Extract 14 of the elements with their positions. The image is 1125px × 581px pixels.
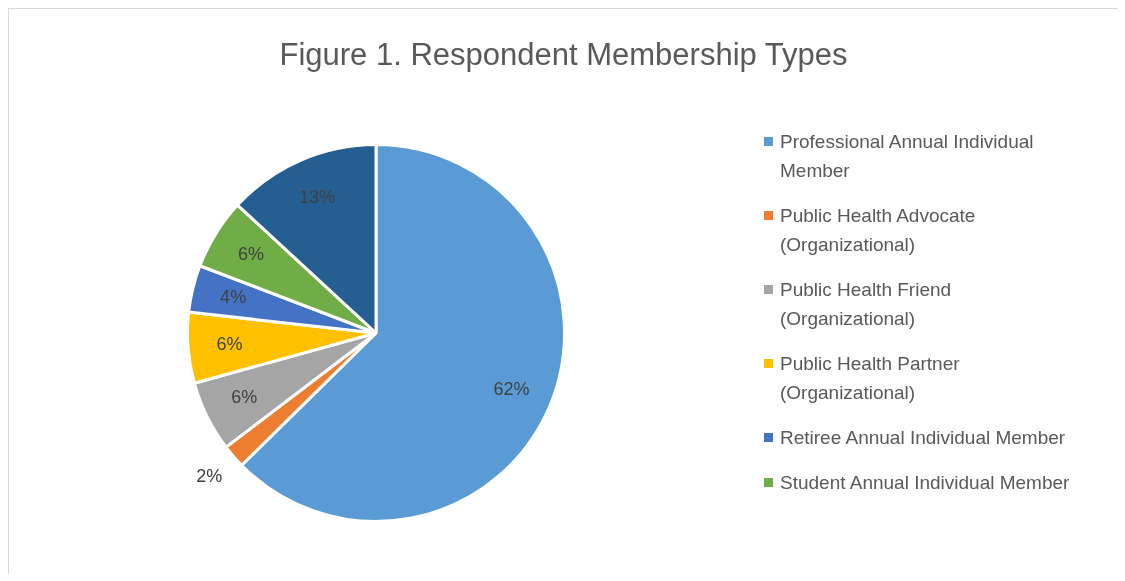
legend-label: Public Health Friend (Organizational)	[780, 278, 953, 331]
legend-label: Public Health Advocate (Organizational)	[780, 204, 977, 257]
chart-title: Figure 1. Respondent Membership Types	[278, 37, 849, 73]
data-label: 6%	[231, 387, 258, 408]
data-label: 62%	[493, 378, 530, 399]
legend-label: Public Health Partner (Organizational)	[780, 352, 961, 405]
data-label: 13%	[299, 187, 336, 208]
legend-label: Student Annual Individual Member	[780, 471, 1070, 495]
data-label: 6%	[216, 333, 243, 354]
legend-label: Retiree Annual Individual Member	[780, 426, 1066, 450]
data-label: 2%	[196, 466, 223, 487]
legend-label: Professional Annual Individual Member	[780, 130, 1035, 183]
data-label: 4%	[220, 287, 247, 308]
data-label: 6%	[238, 244, 265, 265]
